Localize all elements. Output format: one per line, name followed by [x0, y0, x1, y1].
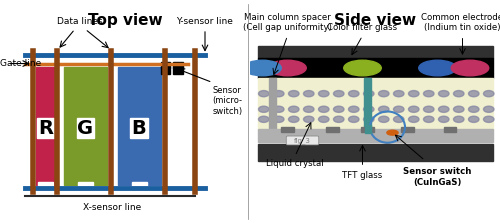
- Ellipse shape: [468, 116, 479, 122]
- Ellipse shape: [408, 116, 419, 122]
- Ellipse shape: [468, 106, 479, 112]
- Ellipse shape: [468, 91, 479, 97]
- Bar: [269, 78, 276, 129]
- Bar: [365, 125, 371, 133]
- Ellipse shape: [408, 91, 419, 97]
- Bar: [258, 78, 492, 129]
- Ellipse shape: [258, 91, 269, 97]
- Ellipse shape: [274, 116, 284, 122]
- Text: X-sensor line: X-sensor line: [84, 203, 141, 212]
- Text: Common electrode
(Indium tin oxide): Common electrode (Indium tin oxide): [422, 13, 500, 32]
- Bar: [38, 182, 53, 190]
- Ellipse shape: [364, 116, 374, 122]
- Ellipse shape: [318, 116, 329, 122]
- Ellipse shape: [484, 116, 494, 122]
- Ellipse shape: [364, 106, 374, 112]
- Bar: [281, 127, 294, 132]
- Ellipse shape: [288, 116, 299, 122]
- Ellipse shape: [451, 60, 489, 76]
- Ellipse shape: [348, 116, 359, 122]
- Ellipse shape: [304, 91, 314, 97]
- Ellipse shape: [484, 106, 494, 112]
- Bar: [132, 182, 146, 190]
- Ellipse shape: [304, 106, 314, 112]
- Text: TFT glass: TFT glass: [342, 171, 382, 180]
- Text: Sensor switch
(CuInGaS): Sensor switch (CuInGaS): [404, 167, 471, 187]
- Text: R: R: [38, 119, 53, 138]
- Bar: [444, 127, 456, 132]
- Ellipse shape: [334, 106, 344, 112]
- Ellipse shape: [378, 106, 389, 112]
- Bar: [118, 67, 160, 185]
- Bar: [258, 58, 492, 78]
- Ellipse shape: [424, 106, 434, 112]
- Ellipse shape: [424, 116, 434, 122]
- Ellipse shape: [274, 91, 284, 97]
- Ellipse shape: [438, 91, 449, 97]
- Ellipse shape: [419, 60, 456, 76]
- Ellipse shape: [387, 130, 398, 135]
- Text: B: B: [132, 119, 146, 138]
- Bar: [258, 144, 492, 161]
- Ellipse shape: [258, 106, 269, 112]
- Ellipse shape: [288, 106, 299, 112]
- Bar: [258, 129, 492, 142]
- Ellipse shape: [274, 106, 284, 112]
- Bar: [130, 118, 148, 138]
- Ellipse shape: [364, 91, 374, 97]
- Ellipse shape: [394, 91, 404, 97]
- Bar: [326, 127, 339, 132]
- Bar: [161, 67, 170, 74]
- Ellipse shape: [334, 116, 344, 122]
- Ellipse shape: [454, 116, 464, 122]
- Ellipse shape: [424, 91, 434, 97]
- Ellipse shape: [304, 116, 314, 122]
- Ellipse shape: [438, 106, 449, 112]
- Bar: [161, 62, 170, 68]
- Ellipse shape: [344, 60, 382, 76]
- Text: Main column spacer
(Cell gap uniformity): Main column spacer (Cell gap uniformity): [243, 13, 332, 32]
- Ellipse shape: [394, 106, 404, 112]
- Bar: [174, 62, 183, 68]
- Ellipse shape: [394, 116, 404, 122]
- Bar: [361, 127, 374, 132]
- Ellipse shape: [484, 91, 494, 97]
- Ellipse shape: [454, 91, 464, 97]
- Bar: [76, 118, 94, 138]
- Ellipse shape: [348, 91, 359, 97]
- Ellipse shape: [318, 106, 329, 112]
- Bar: [174, 67, 183, 74]
- Text: Liquid crystal: Liquid crystal: [266, 159, 324, 168]
- Ellipse shape: [378, 116, 389, 122]
- Bar: [258, 46, 492, 58]
- Ellipse shape: [288, 91, 299, 97]
- Text: Color filter glass: Color filter glass: [328, 23, 398, 32]
- Bar: [37, 118, 54, 138]
- Text: Sensor
(micro-
switch): Sensor (micro- switch): [212, 86, 242, 116]
- Ellipse shape: [438, 116, 449, 122]
- Ellipse shape: [244, 60, 281, 76]
- Text: Side view: Side view: [334, 13, 416, 28]
- Text: Top view: Top view: [88, 13, 162, 28]
- Ellipse shape: [334, 91, 344, 97]
- Text: Data lines: Data lines: [57, 17, 103, 26]
- Bar: [78, 182, 93, 190]
- Ellipse shape: [269, 60, 306, 76]
- Ellipse shape: [318, 91, 329, 97]
- Text: Gate line: Gate line: [0, 59, 41, 68]
- Text: G: G: [77, 119, 94, 138]
- Ellipse shape: [378, 91, 389, 97]
- FancyBboxPatch shape: [286, 136, 319, 145]
- Bar: [64, 67, 106, 185]
- Ellipse shape: [454, 106, 464, 112]
- Bar: [401, 127, 414, 132]
- Ellipse shape: [408, 106, 419, 112]
- Bar: [36, 67, 55, 185]
- Text: Y-sensor line: Y-sensor line: [176, 17, 234, 26]
- Text: fig_3: fig_3: [294, 137, 311, 144]
- Ellipse shape: [258, 116, 269, 122]
- Bar: [364, 78, 371, 129]
- Ellipse shape: [348, 106, 359, 112]
